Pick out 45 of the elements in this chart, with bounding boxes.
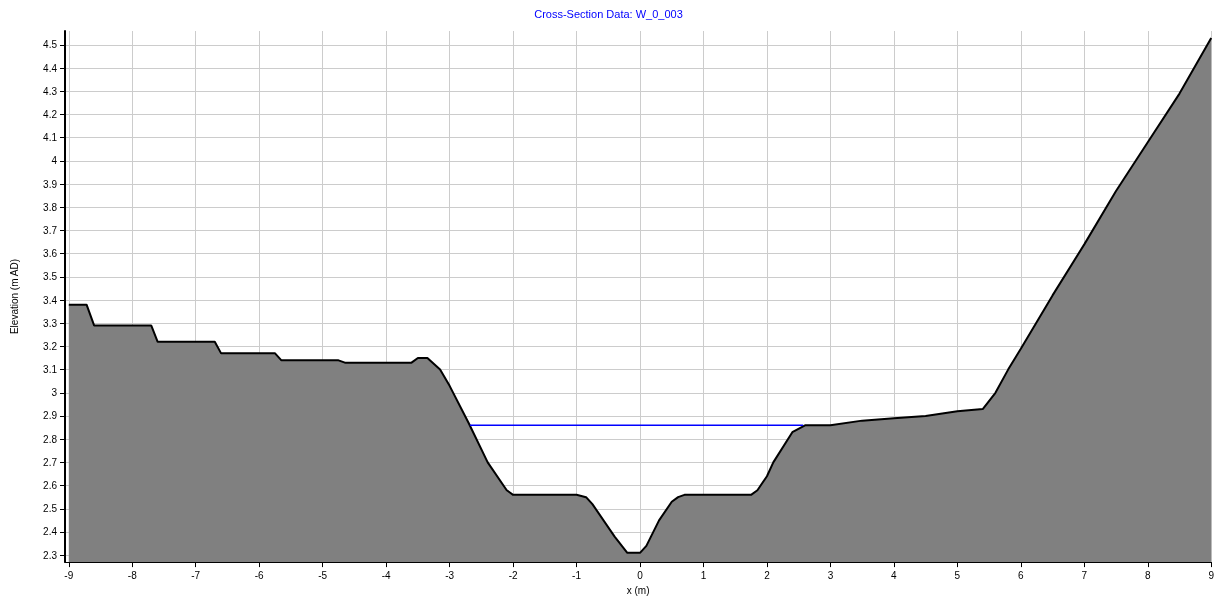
x-tick-label: 3 bbox=[827, 569, 834, 581]
y-tick-label: 4 bbox=[51, 155, 58, 167]
y-tick-label: 3.7 bbox=[43, 224, 58, 236]
y-tick-label: 2.4 bbox=[43, 526, 58, 538]
y-tick-label: 3.3 bbox=[43, 317, 58, 329]
x-tick-label: -4 bbox=[381, 569, 392, 581]
y-tick-label: 2.7 bbox=[43, 456, 58, 468]
x-tick-label: -3 bbox=[445, 569, 455, 581]
y-tick-label: 4.4 bbox=[43, 62, 58, 74]
x-tick-label: -6 bbox=[254, 569, 265, 581]
x-tick-label: 2 bbox=[764, 569, 771, 581]
y-tick-label: 4.2 bbox=[43, 108, 58, 120]
y-tick-label: 3.1 bbox=[43, 364, 58, 376]
x-axis-title: x (m) bbox=[626, 584, 650, 596]
y-tick-label: 3.6 bbox=[43, 248, 58, 260]
x-tick-label: 5 bbox=[954, 569, 961, 581]
x-tick-label: -9 bbox=[64, 569, 74, 581]
x-tick-label: 8 bbox=[1144, 569, 1151, 581]
y-tick-label: 4.5 bbox=[43, 39, 58, 51]
x-tick-label: -8 bbox=[127, 569, 138, 581]
y-tick-label: 3.2 bbox=[43, 340, 58, 352]
chart-title: Cross-Section Data: W_0_003 bbox=[534, 7, 683, 20]
x-tick-label: -5 bbox=[318, 569, 328, 581]
y-tick-label: 3.4 bbox=[43, 294, 58, 306]
x-tick-label: -1 bbox=[572, 569, 582, 581]
x-tick-label: 6 bbox=[1018, 569, 1025, 581]
x-tick-label: -2 bbox=[508, 569, 518, 581]
x-tick-label: 7 bbox=[1081, 569, 1088, 581]
y-tick-label: 2.8 bbox=[43, 433, 58, 445]
x-tick-label: 1 bbox=[700, 569, 707, 581]
y-tick-label: 2.9 bbox=[43, 410, 58, 422]
x-tick-label: 9 bbox=[1208, 569, 1215, 581]
y-tick-label: 3.9 bbox=[43, 178, 58, 190]
y-tick-label: 2.3 bbox=[43, 549, 58, 561]
y-tick-label: 2.6 bbox=[43, 480, 58, 492]
y-tick-label: 3.8 bbox=[43, 201, 58, 213]
y-tick-label: 3.5 bbox=[43, 271, 58, 283]
x-tick-label: 4 bbox=[891, 569, 898, 581]
y-tick-label: 4.3 bbox=[43, 85, 58, 97]
y-axis-title: Elevation (m AD) bbox=[8, 259, 20, 335]
y-tick-label: 4.1 bbox=[43, 132, 58, 144]
x-tick-label: 0 bbox=[637, 569, 644, 581]
x-tick-label: -7 bbox=[191, 569, 201, 581]
y-tick-label: 3 bbox=[51, 387, 58, 399]
y-tick-label: 2.5 bbox=[43, 503, 58, 515]
